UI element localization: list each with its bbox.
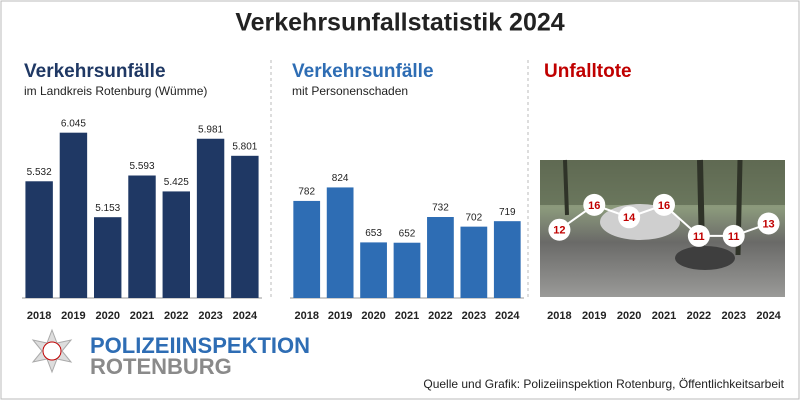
x-tick-label: 2022 bbox=[164, 310, 188, 322]
x-tick-label: 2019 bbox=[582, 310, 606, 322]
x-tick-label: 2019 bbox=[61, 310, 85, 322]
point bbox=[548, 218, 571, 241]
value-label: 5.593 bbox=[129, 161, 154, 172]
page-title: Verkehrsunfallstatistik 2024 bbox=[235, 9, 564, 37]
value-label: 5.425 bbox=[164, 177, 189, 188]
value-label: 782 bbox=[298, 187, 315, 198]
chart-title: Unfalltote bbox=[544, 61, 632, 82]
x-tick-label: 2022 bbox=[687, 310, 711, 322]
bar bbox=[493, 221, 521, 298]
point bbox=[757, 212, 780, 235]
bar bbox=[162, 191, 190, 298]
value-label: 16 bbox=[588, 200, 600, 212]
x-tick-label: 2021 bbox=[652, 310, 676, 322]
point bbox=[722, 224, 745, 247]
value-label: 5.981 bbox=[198, 124, 223, 135]
chart-title: Verkehrsunfälle bbox=[24, 61, 166, 82]
x-tick-label: 2022 bbox=[428, 310, 452, 322]
bar bbox=[393, 242, 421, 298]
bar bbox=[427, 217, 454, 298]
value-label: 11 bbox=[728, 231, 740, 243]
x-tick-label: 2018 bbox=[294, 310, 318, 322]
bar bbox=[25, 181, 53, 298]
value-label: 824 bbox=[332, 173, 349, 184]
logo-line2: ROTENBURG bbox=[90, 354, 232, 379]
x-tick-label: 2019 bbox=[328, 310, 352, 322]
x-tick-label: 2024 bbox=[233, 310, 258, 322]
value-label: 13 bbox=[762, 218, 774, 230]
bar bbox=[231, 155, 259, 298]
logo-line1: POLIZEIINSPEKTION bbox=[90, 333, 310, 358]
value-label: 702 bbox=[466, 212, 483, 223]
value-label: 5.153 bbox=[95, 203, 120, 214]
x-tick-label: 2018 bbox=[547, 310, 571, 322]
x-tick-label: 2018 bbox=[27, 310, 51, 322]
bar bbox=[59, 132, 88, 298]
value-label: 5.532 bbox=[27, 167, 52, 178]
source: Quelle und Grafik: Polizeiinspektion Rot… bbox=[423, 377, 784, 391]
logo: POLIZEIINSPEKTION ROTENBURG bbox=[31, 328, 310, 379]
x-tick-label: 2024 bbox=[756, 310, 781, 322]
bar bbox=[196, 138, 225, 298]
point bbox=[583, 193, 606, 216]
bar bbox=[293, 200, 321, 298]
value-label: 732 bbox=[432, 203, 449, 214]
value-label: 11 bbox=[693, 231, 705, 243]
chart-subtitle: im Landkreis Rotenburg (Wümme) bbox=[24, 84, 207, 98]
x-tick-label: 2020 bbox=[617, 310, 641, 322]
chart-title: Verkehrsunfälle bbox=[292, 61, 434, 82]
bar bbox=[460, 226, 488, 298]
value-label: 5.801 bbox=[232, 141, 257, 152]
value-label: 16 bbox=[658, 200, 670, 212]
value-label: 6.045 bbox=[61, 118, 86, 129]
value-label: 719 bbox=[499, 207, 516, 218]
value-label: 653 bbox=[365, 228, 382, 239]
x-tick-label: 2021 bbox=[395, 310, 419, 322]
x-tick-label: 2024 bbox=[495, 310, 520, 322]
x-tick-label: 2023 bbox=[721, 310, 745, 322]
x-tick-label: 2023 bbox=[462, 310, 486, 322]
value-label: 652 bbox=[399, 228, 416, 239]
point bbox=[687, 224, 710, 247]
bar bbox=[326, 187, 354, 298]
chart-subtitle: mit Personenschaden bbox=[292, 84, 408, 98]
value-label: 12 bbox=[553, 225, 565, 237]
bar bbox=[360, 242, 387, 298]
x-tick-label: 2020 bbox=[361, 310, 385, 322]
photo bbox=[540, 159, 785, 297]
x-tick-label: 2023 bbox=[198, 310, 222, 322]
value-label: 14 bbox=[623, 212, 636, 224]
point bbox=[618, 206, 641, 229]
bar bbox=[94, 217, 122, 298]
point bbox=[653, 193, 675, 216]
x-tick-label: 2020 bbox=[95, 310, 119, 322]
x-tick-label: 2021 bbox=[130, 310, 154, 322]
bar bbox=[128, 175, 156, 298]
